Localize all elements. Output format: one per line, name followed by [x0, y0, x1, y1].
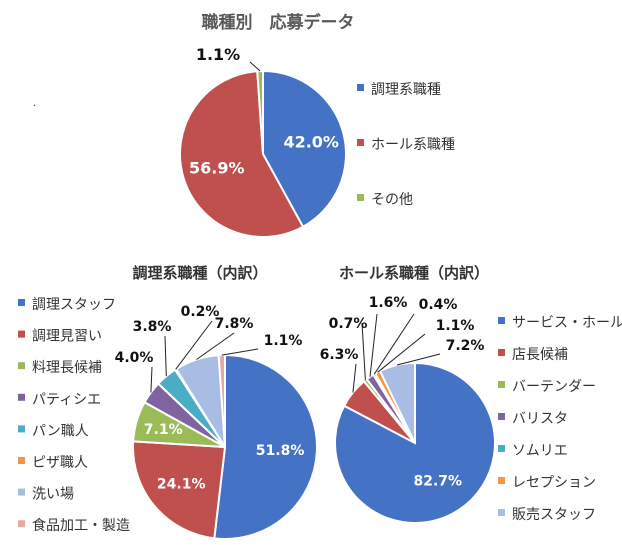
pie2-legend-label-0: サービス・ホール [512, 315, 622, 331]
legends-group: 調理系職種ホール系職種その他調理スタッフ調理見習い料理長候補パティシエパン職人ピ… [18, 82, 622, 534]
pie1-data-label-6: 7.8% [215, 316, 254, 332]
pie2-legend-label-2: バーテンダー [512, 379, 596, 395]
pie0-legend-swatch-0 [357, 84, 364, 91]
pie0-data-label-1: 56.9% [189, 158, 245, 177]
pie2-legend-label-1: 店長候補 [512, 347, 568, 363]
pie1-data-label-3: 4.0% [115, 350, 154, 366]
pie1-slice-1 [132, 440, 227, 540]
pie2-legend-swatch-5 [498, 477, 505, 484]
pie2-legend-label-4: ソムリエ [512, 443, 568, 459]
pie0-legend-swatch-1 [357, 139, 364, 146]
pie1-legend-swatch-1 [18, 330, 25, 338]
pie2-leader-line-2 [361, 322, 366, 381]
pie1-legend-swatch-7 [18, 520, 25, 528]
pie2-data-label-0: 82.7% [414, 474, 463, 490]
pie2-data-label-6: 7.2% [446, 338, 485, 354]
pie1-legend-swatch-2 [18, 362, 25, 370]
pie2-slice-6 [378, 361, 416, 444]
pie2-legend-label-6: 販売スタッフ [512, 507, 596, 523]
pie0-data-label-0: 42.0% [283, 132, 339, 151]
pie1-legend-label-2: 料理長候補 [32, 360, 102, 376]
pie0-leader-line-2 [249, 61, 261, 72]
pie1-leader-line-7 [221, 348, 259, 356]
pie2-legend-swatch-1 [498, 349, 505, 356]
pie2-legend-swatch-4 [498, 445, 505, 452]
pie1-data-label-0: 51.8% [256, 443, 305, 459]
pie1-leader-line-6 [196, 332, 235, 360]
pie1-data-label-4: 3.8% [133, 319, 172, 335]
pie2-leader-line-3 [369, 313, 378, 377]
hall-chart-title: ホール系職種（内訳） [339, 264, 489, 282]
pie0-legend-label-0: 調理系職種 [371, 82, 441, 98]
pie1-data-label-7: 1.1% [264, 333, 303, 349]
pie0-data-label-2: 1.1% [196, 45, 240, 64]
pie0-legend-label-1: ホール系職種 [371, 137, 455, 153]
pie1-legend-swatch-0 [18, 299, 25, 306]
pie1-legend-label-0: 調理スタッフ [32, 297, 116, 313]
pie1-legend-label-1: 調理見習い [32, 329, 102, 345]
pie2-leader-line-4 [373, 313, 415, 375]
pie2-legend-swatch-2 [498, 381, 505, 388]
pie2-leader-line-1 [352, 363, 357, 393]
pie2-leader-line-5 [377, 333, 426, 373]
pie1-legend-swatch-6 [18, 488, 25, 496]
pie1-slice-0 [213, 353, 318, 540]
pie-charts-group [132, 69, 496, 540]
kitchen-chart-title: 調理系職種（内訳） [132, 264, 267, 282]
pie0-slice-2 [256, 69, 264, 155]
pie2-legend-label-3: バリスタ [512, 411, 568, 427]
pie1-leader-line-3 [150, 366, 153, 393]
pie2-legend-swatch-6 [498, 509, 505, 516]
pie1-legend-label-5: ピザ職人 [32, 455, 88, 471]
main-chart-title: 職種別 応募データ [202, 12, 355, 33]
pie1-legend-swatch-5 [18, 457, 25, 464]
data-labels-group: 42.0% 56.9% 1.1% 51.8% 24.1% 7.1% 4.0% 3.8% 0.2%… [115, 45, 485, 493]
pie1-data-label-1: 24.1% [157, 477, 206, 493]
pie1-legend-swatch-3 [18, 393, 25, 401]
pie2-data-label-4: 0.4% [419, 297, 458, 313]
pie2-data-label-2: 0.7% [329, 316, 368, 332]
pie0-slice-0 [262, 69, 347, 229]
pie1-legend-label-6: 洗い場 [32, 487, 74, 503]
pie2-data-label-1: 6.3% [320, 347, 359, 363]
pie0-legend-label-2: その他 [371, 192, 413, 208]
pie0-slice-1 [179, 70, 305, 238]
pie1-legend-label-3: パティシエ [32, 392, 101, 408]
stray-mark: . [33, 98, 36, 109]
pie1-data-label-5: 0.2% [181, 304, 220, 320]
pie1-leader-line-4 [164, 335, 167, 377]
pie2-legend-swatch-0 [498, 317, 505, 324]
pie2-data-label-3: 1.6% [369, 295, 408, 311]
pie0-legend-swatch-2 [357, 194, 364, 201]
pie2-legend-label-5: レセプション [512, 475, 596, 491]
pie1-legend-swatch-4 [18, 425, 25, 433]
pie2-data-label-5: 1.1% [436, 318, 475, 334]
pie1-data-label-2: 7.1% [144, 422, 183, 438]
pie2-legend-swatch-3 [498, 413, 505, 420]
leader-lines-group [150, 61, 441, 393]
pie1-leader-line-5 [175, 320, 213, 370]
pie1-legend-label-4: パン職人 [32, 423, 89, 439]
pie2-leader-line-6 [396, 353, 441, 366]
pie1-legend-label-7: 食品加工・製造 [32, 517, 130, 534]
